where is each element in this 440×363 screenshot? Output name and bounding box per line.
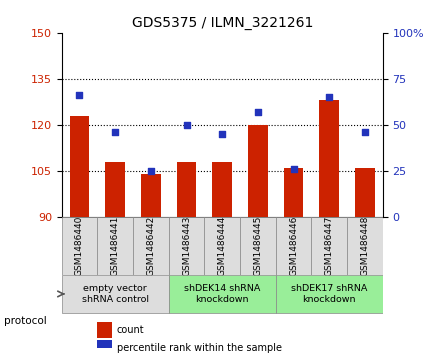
Text: GSM1486445: GSM1486445 — [253, 216, 262, 276]
Point — [147, 168, 154, 174]
Bar — [105, 162, 125, 217]
Text: GSM1486446: GSM1486446 — [289, 216, 298, 276]
FancyBboxPatch shape — [62, 217, 97, 275]
FancyBboxPatch shape — [97, 322, 112, 338]
Text: GSM1486442: GSM1486442 — [147, 216, 155, 276]
FancyBboxPatch shape — [169, 275, 276, 313]
Text: GSM1486440: GSM1486440 — [75, 216, 84, 276]
FancyBboxPatch shape — [276, 217, 312, 275]
Text: percentile rank within the sample: percentile rank within the sample — [117, 343, 282, 353]
FancyBboxPatch shape — [312, 217, 347, 275]
Bar — [248, 125, 268, 217]
Point — [183, 122, 190, 128]
Text: empty vector
shRNA control: empty vector shRNA control — [82, 284, 149, 304]
FancyBboxPatch shape — [97, 340, 112, 356]
Title: GDS5375 / ILMN_3221261: GDS5375 / ILMN_3221261 — [132, 16, 313, 30]
Text: GSM1486448: GSM1486448 — [360, 216, 370, 276]
Point — [112, 129, 119, 135]
Text: shDEK17 shRNA
knockdown: shDEK17 shRNA knockdown — [291, 284, 367, 304]
FancyBboxPatch shape — [169, 217, 204, 275]
Point — [254, 109, 261, 115]
Point — [76, 93, 83, 98]
FancyBboxPatch shape — [133, 217, 169, 275]
Bar — [70, 115, 89, 217]
Bar — [177, 162, 196, 217]
FancyBboxPatch shape — [62, 275, 169, 313]
Bar — [284, 168, 304, 217]
Text: protocol: protocol — [4, 316, 47, 326]
Bar — [141, 174, 161, 217]
Point — [290, 166, 297, 172]
Text: GSM1486447: GSM1486447 — [325, 216, 334, 276]
Text: shDEK14 shRNA
knockdown: shDEK14 shRNA knockdown — [184, 284, 260, 304]
FancyBboxPatch shape — [347, 217, 383, 275]
Text: count: count — [117, 325, 145, 335]
Text: GSM1486444: GSM1486444 — [218, 216, 227, 276]
Point — [326, 94, 333, 100]
FancyBboxPatch shape — [97, 217, 133, 275]
Text: GSM1486443: GSM1486443 — [182, 216, 191, 276]
FancyBboxPatch shape — [204, 217, 240, 275]
Bar — [213, 162, 232, 217]
FancyBboxPatch shape — [276, 275, 383, 313]
Point — [361, 129, 368, 135]
FancyBboxPatch shape — [240, 217, 276, 275]
Bar — [319, 100, 339, 217]
Bar — [355, 168, 375, 217]
Point — [219, 131, 226, 137]
Text: GSM1486441: GSM1486441 — [110, 216, 120, 276]
